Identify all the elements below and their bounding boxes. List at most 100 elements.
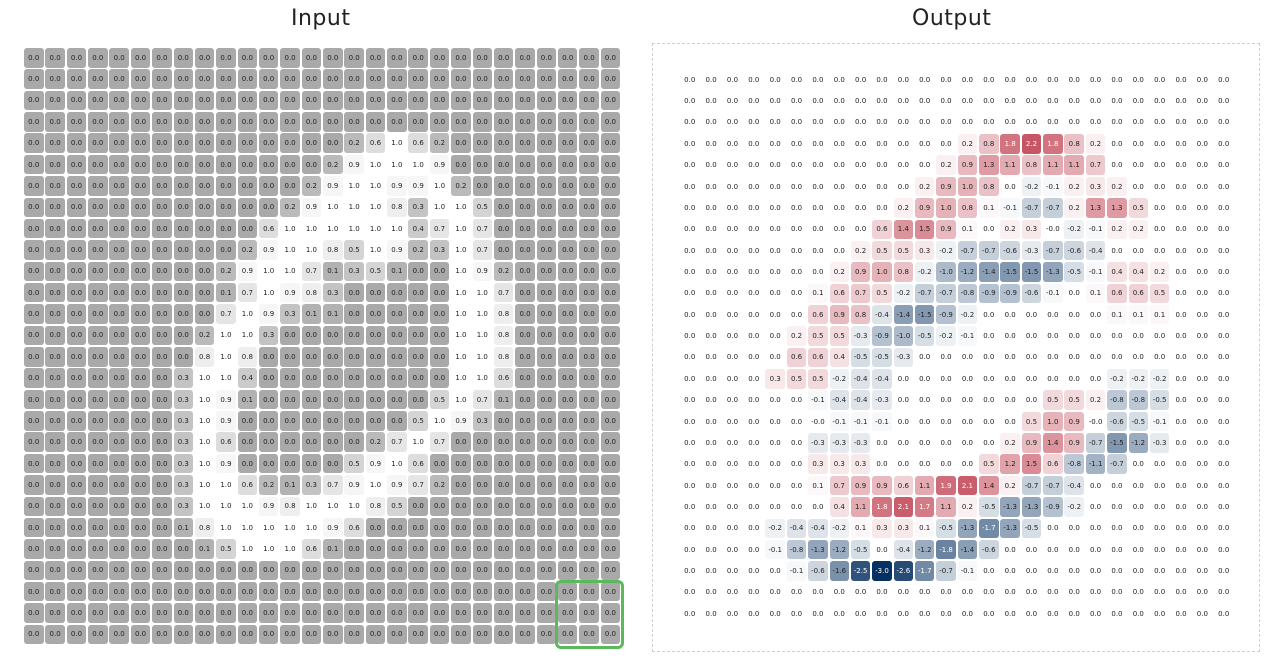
output-cell: 0.9 <box>1064 433 1084 453</box>
input-cell: 0.0 <box>451 133 471 153</box>
input-cell: 1.0 <box>451 325 471 346</box>
output-cell: 0.0 <box>850 198 871 218</box>
input-cell: 0.0 <box>258 432 279 452</box>
output-cell: 0.0 <box>850 155 871 175</box>
input-cell: 0.9 <box>387 240 407 260</box>
input-cell: 0.0 <box>557 325 578 346</box>
output-cell: -0.7 <box>1107 454 1127 474</box>
input-cell: 0.0 <box>152 517 172 538</box>
input-cell: 0.0 <box>24 304 44 324</box>
output-cell: -0.4 <box>893 539 914 560</box>
output-cell: 0.9 <box>850 262 871 282</box>
output-cell: 0.0 <box>850 112 871 133</box>
output-cell: 0.9 <box>936 219 956 240</box>
output-cell: -0.9 <box>872 326 892 346</box>
input-cell: 0.0 <box>301 603 322 623</box>
input-cell: 0.0 <box>45 496 65 517</box>
input-cell: 0.0 <box>579 603 599 623</box>
output-cell: 0.4 <box>1107 262 1127 282</box>
output-cell: -2.5 <box>850 561 871 581</box>
input-cell: 0.0 <box>173 90 194 111</box>
input-cell: 0.0 <box>130 347 151 367</box>
input-cell: 0.0 <box>557 432 578 452</box>
output-cell: 0.0 <box>1064 603 1084 624</box>
input-cell: 0.8 <box>323 240 343 260</box>
input-cell: 0.0 <box>451 581 471 602</box>
input-cell: 1.0 <box>387 133 407 153</box>
output-cell: -1.3 <box>957 518 978 539</box>
input-cell: 0.0 <box>323 90 343 111</box>
output-cell: 0.5 <box>979 454 999 474</box>
input-cell: 0.0 <box>515 240 535 260</box>
input-cell: 0.0 <box>216 581 236 602</box>
output-cell: 0.0 <box>1107 582 1127 603</box>
input-cell: 0.0 <box>472 475 493 495</box>
input-cell: 0.0 <box>258 197 279 218</box>
output-cell: 0.1 <box>979 198 999 218</box>
output-cell: 0.0 <box>979 70 999 90</box>
output-cell: -0.5 <box>1149 390 1170 410</box>
input-cell: 0.0 <box>323 581 343 602</box>
input-cell: 0.0 <box>344 282 364 303</box>
output-cell: 0.0 <box>1171 262 1191 282</box>
input-cell: 0.0 <box>88 368 108 388</box>
input-cell: 0.0 <box>472 112 493 132</box>
input-cell: 0.0 <box>557 539 578 559</box>
input-cell: 1.0 <box>451 282 471 303</box>
output-cell: 0.0 <box>1171 155 1191 175</box>
input-cell: 1.0 <box>365 475 386 495</box>
input-cell: 0.0 <box>194 112 215 132</box>
input-cell: 0.3 <box>344 261 364 282</box>
output-cell: 0.0 <box>786 304 807 325</box>
input-cell: 0.0 <box>515 176 535 196</box>
output-cell: 0.0 <box>1149 454 1170 474</box>
input-cell: 0.0 <box>600 517 621 538</box>
input-cell: 0.0 <box>557 197 578 218</box>
input-cell: 0.0 <box>66 496 87 517</box>
output-cell: 0.0 <box>850 603 871 624</box>
input-cell: 0.0 <box>258 453 279 474</box>
output-cell: 0.0 <box>829 134 850 154</box>
output-cell: 0.0 <box>1064 112 1084 133</box>
input-cell: 0.8 <box>493 304 514 324</box>
output-cell: 1.3 <box>979 155 999 175</box>
input-cell: 0.0 <box>280 624 300 645</box>
output-cell: 0.0 <box>850 176 871 197</box>
input-cell: 0.0 <box>45 581 65 602</box>
input-cell: 0.0 <box>408 368 428 388</box>
output-cell: 0.0 <box>1149 497 1170 517</box>
output-cell: -1.6 <box>829 561 850 581</box>
input-cell: 0.0 <box>66 282 87 303</box>
output-cell: 0.0 <box>1128 155 1149 175</box>
output-cell: 0.0 <box>1192 240 1213 261</box>
input-cell: 0.0 <box>365 603 386 623</box>
output-cell: -0.2 <box>829 518 850 539</box>
output-cell: -0.4 <box>850 369 871 389</box>
input-cell: 0.0 <box>323 603 343 623</box>
input-cell: 0.0 <box>344 347 364 367</box>
input-cell: 0.0 <box>557 133 578 153</box>
input-cell: 0.0 <box>45 347 65 367</box>
output-cell: -1.1 <box>1085 454 1106 474</box>
output-cell: 0.0 <box>936 433 956 453</box>
output-cell: 0.0 <box>786 155 807 175</box>
output-cell: 0.0 <box>786 475 807 496</box>
input-cell: 0.0 <box>408 517 428 538</box>
input-cell: 0.0 <box>536 154 557 175</box>
output-cell: 0.0 <box>1128 112 1149 133</box>
input-cell: 0.0 <box>515 261 535 282</box>
output-cell: 0.0 <box>1213 198 1234 218</box>
output-cell: 0.0 <box>914 582 935 603</box>
input-cell: 0.6 <box>301 539 322 559</box>
input-cell: 0.0 <box>45 176 65 196</box>
output-cell: -0.4 <box>1064 475 1084 496</box>
input-cell: 0.1 <box>323 539 343 559</box>
output-cell: -0.2 <box>829 369 850 389</box>
output-cell: 0.0 <box>1192 198 1213 218</box>
output-cell: 0.0 <box>1192 539 1213 560</box>
input-cell: 0.0 <box>152 411 172 431</box>
input-cell: 0.0 <box>173 325 194 346</box>
input-cell: 0.0 <box>130 240 151 260</box>
input-cell: 0.0 <box>216 112 236 132</box>
output-cell: -0.9 <box>936 304 956 325</box>
